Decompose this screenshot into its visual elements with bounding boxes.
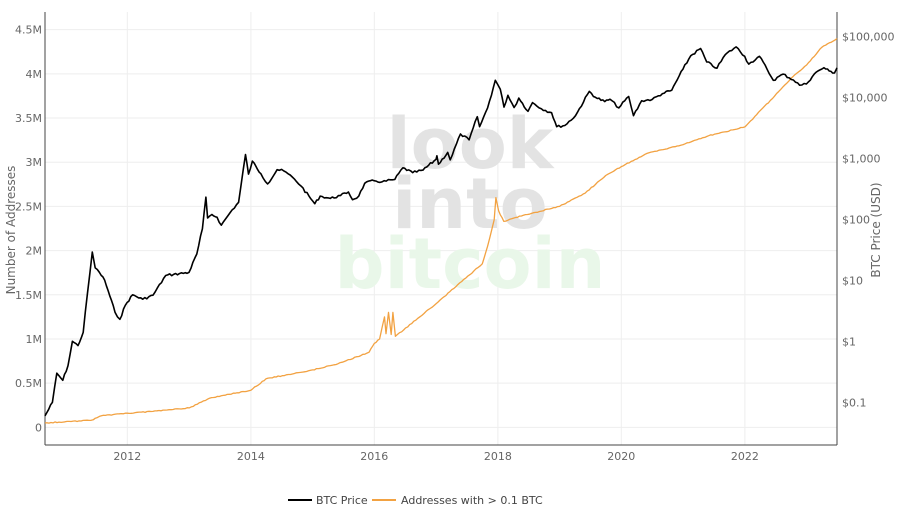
y-left-tick-label: 2.5M [15,200,42,213]
y-left-tick-label: 2M [26,245,43,258]
series [44,37,838,424]
x-tick-label: 2018 [484,450,512,463]
y-right-tick-label: $10 [842,274,863,287]
y-left-tick-label: 0 [35,421,42,434]
y-left-tick-label: 1.5M [15,289,42,302]
y-left-tick-label: 3.5M [15,112,42,125]
y-left-tick-label: 1M [26,333,43,346]
watermark: look into bitcoin [335,103,606,305]
y-left-tick-label: 4.5M [15,24,42,37]
x-tick-label: 2022 [731,450,759,463]
y-right-tick-label: $1 [842,335,856,348]
y-left-axis-title: Number of Addresses [4,166,18,295]
y-right-tick-label: $0.1 [842,396,867,409]
watermark-into: into [392,163,547,245]
x-tick-label: 2014 [237,450,265,463]
y-right-tick-label: $100 [842,213,870,226]
legend-label-addresses[interactable]: Addresses with > 0.1 BTC [401,494,543,507]
y-right-tick-label: $100,000 [842,30,895,43]
y-left-tick-label: 0.5M [15,377,42,390]
x-tick-label: 2020 [607,450,635,463]
y-right-tick-label: $1,000 [842,152,881,165]
series-line-addresses [44,37,838,424]
legend-label-btc-price[interactable]: BTC Price [316,494,368,507]
y-right-axis-title: BTC Price (USD) [869,182,883,277]
axes: 0 0.5M 1M 1.5M 2M 2.5M 3M 3.5M 4M 4.5M 2012 2014 201… [15,12,895,463]
series-line-btc-price [44,46,838,417]
y-left-tick-label: 4M [26,68,43,81]
y-left-tick-label: 3M [26,156,43,169]
grid [45,12,837,445]
legend: BTC Price Addresses with > 0.1 BTC [288,494,543,507]
x-tick-label: 2016 [360,450,388,463]
y-right-tick-label: $10,000 [842,91,888,104]
watermark-bitcoin: bitcoin [335,223,606,305]
x-tick-label: 2012 [113,450,141,463]
